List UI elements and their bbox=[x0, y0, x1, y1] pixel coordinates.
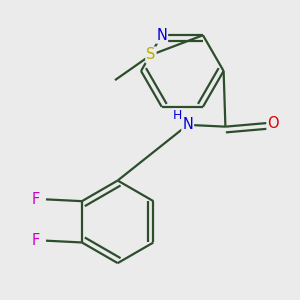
Text: N: N bbox=[156, 28, 167, 43]
Text: F: F bbox=[31, 233, 40, 248]
Text: S: S bbox=[146, 47, 156, 62]
Text: H: H bbox=[173, 110, 182, 122]
Text: N: N bbox=[182, 117, 193, 132]
Text: F: F bbox=[31, 192, 40, 207]
Text: O: O bbox=[267, 116, 279, 130]
